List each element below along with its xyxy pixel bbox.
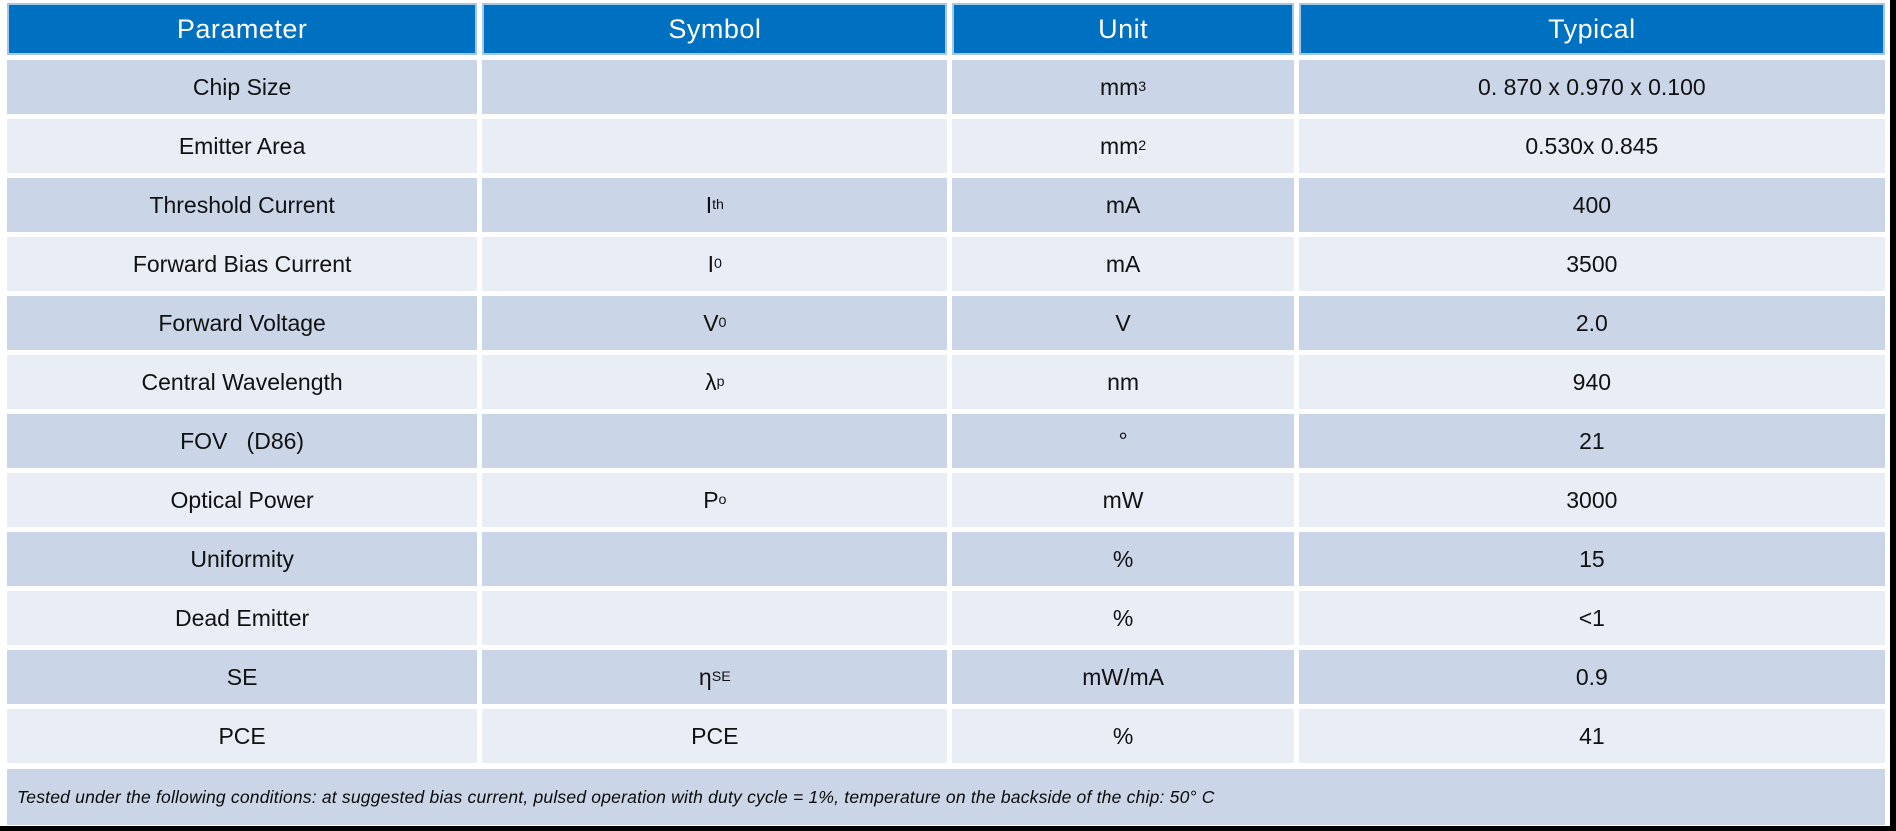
test-conditions-footnote: Tested under the following conditions: a… — [7, 769, 1885, 825]
column-header-typical: Typical — [1298, 3, 1885, 55]
symbol-cell — [482, 591, 948, 645]
parameter-cell: Chip Size — [7, 60, 478, 114]
typical-cell: 2.0 — [1298, 296, 1885, 350]
parameter-cell: Emitter Area — [7, 119, 478, 173]
typical-cell: 0.530x 0.845 — [1298, 119, 1885, 173]
unit-cell: mm 2 — [952, 119, 1294, 173]
typical-cell: 15 — [1298, 532, 1885, 586]
parameter-cell: Threshold Current — [7, 178, 478, 232]
table-body: Chip Size mm 3 0. 870 x 0.970 x 0.100 Emi… — [7, 60, 1885, 768]
parameter-cell: Optical Power — [7, 473, 478, 527]
unit-cell: nm — [952, 355, 1294, 409]
symbol-cell — [482, 532, 948, 586]
typical-cell: 0.9 — [1298, 650, 1885, 704]
table-row: PCE PCE % 41 — [7, 709, 1885, 763]
symbol-cell — [482, 60, 948, 114]
typical-cell: 3500 — [1298, 237, 1885, 291]
table-row: FOV (D86) ° 21 — [7, 414, 1885, 468]
unit-cell: mA — [952, 237, 1294, 291]
unit-cell: % — [952, 532, 1294, 586]
frame-border-right — [1890, 0, 1896, 831]
symbol-cell: PCE — [482, 709, 948, 763]
table-row: Uniformity % 15 — [7, 532, 1885, 586]
typical-cell: 940 — [1298, 355, 1885, 409]
typical-cell: <1 — [1298, 591, 1885, 645]
parameter-cell: SE — [7, 650, 478, 704]
table-row: SE η SE mW/mA 0.9 — [7, 650, 1885, 704]
column-header-unit: Unit — [952, 3, 1294, 55]
typical-cell: 0. 870 x 0.970 x 0.100 — [1298, 60, 1885, 114]
footnote-text: Tested under the following conditions: a… — [17, 786, 1215, 807]
unit-cell: mm 3 — [952, 60, 1294, 114]
typical-cell: 400 — [1298, 178, 1885, 232]
parameter-cell: Uniformity — [7, 532, 478, 586]
spec-table: Parameter Symbol Unit Typical Chip Size … — [7, 3, 1885, 825]
table-row: Chip Size mm 3 0. 870 x 0.970 x 0.100 — [7, 60, 1885, 114]
parameter-cell: Forward Bias Current — [7, 237, 478, 291]
unit-cell: mW/mA — [952, 650, 1294, 704]
column-header-symbol: Symbol — [482, 3, 948, 55]
symbol-cell: η SE — [482, 650, 948, 704]
column-header-parameter: Parameter — [7, 3, 478, 55]
table-row: Dead Emitter % <1 — [7, 591, 1885, 645]
unit-cell: % — [952, 591, 1294, 645]
typical-cell: 41 — [1298, 709, 1885, 763]
typical-cell: 21 — [1298, 414, 1885, 468]
symbol-cell — [482, 119, 948, 173]
parameter-cell: Dead Emitter — [7, 591, 478, 645]
unit-cell: % — [952, 709, 1294, 763]
table-header-row: Parameter Symbol Unit Typical — [7, 3, 1885, 55]
parameter-cell: PCE — [7, 709, 478, 763]
unit-cell: V — [952, 296, 1294, 350]
parameter-cell: Central Wavelength — [7, 355, 478, 409]
symbol-cell — [482, 414, 948, 468]
frame-border-bottom — [0, 826, 1896, 831]
parameter-cell: Forward Voltage — [7, 296, 478, 350]
unit-cell: mW — [952, 473, 1294, 527]
unit-cell: mA — [952, 178, 1294, 232]
unit-cell: ° — [952, 414, 1294, 468]
typical-cell: 3000 — [1298, 473, 1885, 527]
table-row: Emitter Area mm 2 0.530x 0.845 — [7, 119, 1885, 173]
parameter-cell: FOV (D86) — [7, 414, 478, 468]
